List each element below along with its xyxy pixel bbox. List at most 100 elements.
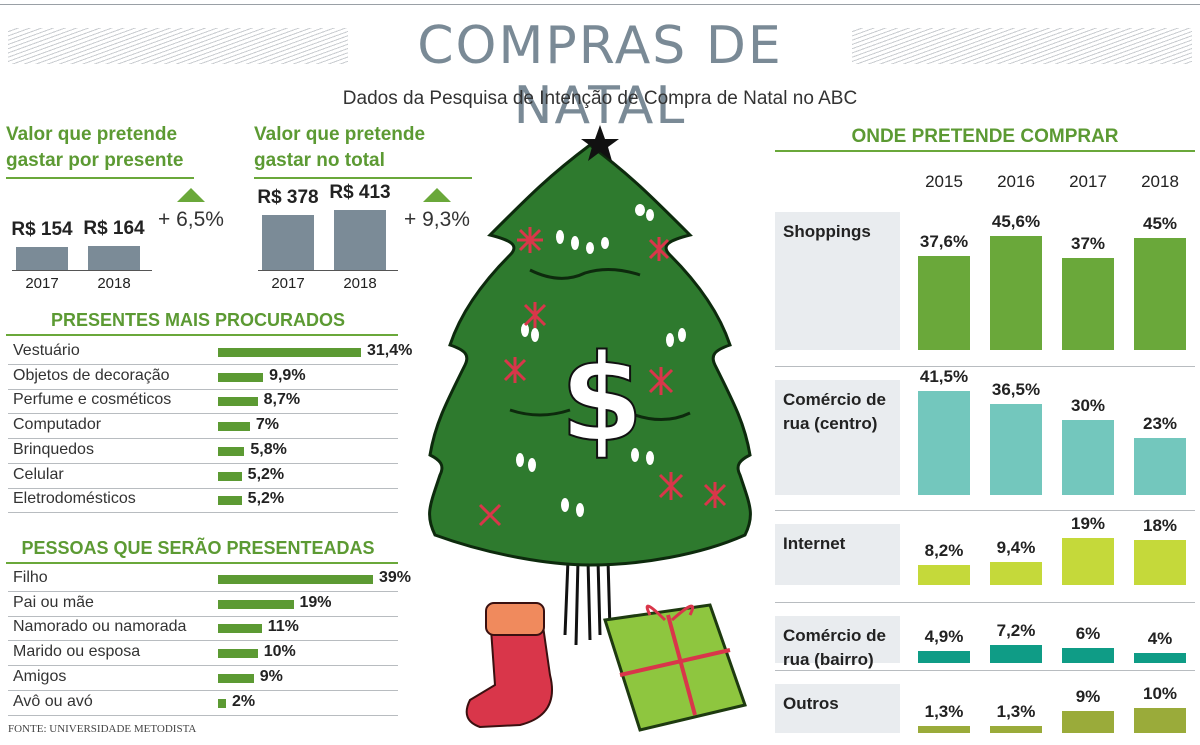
per-gift-title-line1: Valor que pretende — [6, 124, 178, 145]
where-underline — [775, 150, 1195, 152]
bar-value-label: 9% — [1075, 686, 1101, 706]
row-label: Marido ou esposa — [13, 643, 141, 661]
per-gift-title: Valor que pretende gastar por presente — [6, 122, 183, 174]
list-row: Computador 7% — [8, 414, 398, 440]
row-value: 31,4% — [367, 342, 413, 359]
year-header: 2017 — [1069, 172, 1107, 191]
list-row: Marido ou esposa 10% — [8, 641, 398, 667]
bar-shoppings — [1062, 257, 1114, 350]
bar-bairro — [1062, 648, 1114, 663]
gifts-title: PRESENTES MAIS PROCURADOS — [50, 310, 346, 330]
row-bar — [218, 624, 262, 634]
row-value: 5,2% — [247, 490, 285, 508]
tree-snow-dots — [516, 204, 686, 517]
people-underline — [6, 562, 398, 564]
list-row: Eletrodomésticos 5,2% — [8, 488, 398, 514]
bar-bairro — [918, 650, 970, 663]
year-header: 2016 — [997, 172, 1035, 191]
bar-value-label: 8,2% — [924, 540, 964, 560]
bar-shoppings — [990, 236, 1042, 350]
gift-box-icon — [603, 603, 747, 732]
title-hatch-left — [8, 28, 348, 64]
value-label: R$ 154 — [11, 219, 73, 241]
dollar-sign-icon: $ — [560, 330, 644, 469]
category-label: Shoppings — [783, 222, 871, 241]
row-label: Avô ou avó — [13, 692, 93, 710]
year-label: 2018 — [97, 275, 131, 292]
up-arrow-icon — [423, 188, 451, 202]
row-label: Amigos — [13, 667, 67, 685]
title-hatch-right — [852, 28, 1192, 64]
bar-value-label: 19% — [1070, 513, 1106, 533]
row-bar — [218, 496, 242, 506]
row-label: Objetos de decoração — [13, 366, 170, 384]
bar-outros — [1134, 708, 1186, 733]
gifts-underline — [6, 334, 398, 336]
value-bar — [16, 247, 68, 270]
list-row: Objetos de decoração 9,9% — [8, 365, 398, 390]
bar-bairro — [990, 645, 1042, 663]
row-bar — [218, 698, 226, 708]
bar-internet — [990, 561, 1042, 585]
row-label: Eletrodomésticos — [13, 490, 136, 508]
tree-body — [428, 143, 752, 567]
category-box: Comércio de rua (bairro) — [775, 616, 900, 669]
row-bar — [218, 446, 245, 456]
list-row: Celular 5,2% — [8, 464, 398, 489]
bar-bairro — [1134, 653, 1186, 663]
bar-value-label: 7,2% — [996, 621, 1036, 640]
list-row: Avô ou avó 2% — [8, 691, 398, 716]
up-arrow-icon — [177, 188, 205, 202]
row-label: Brinquedos — [13, 440, 94, 458]
row-label: Vestuário — [13, 342, 80, 359]
total-change: + 9,3% — [404, 208, 470, 231]
year-label: 2017 — [25, 275, 59, 292]
row-value: 5,2% — [247, 465, 285, 483]
category-label: Outros — [783, 694, 839, 713]
bar-value-label: 1,3% — [924, 702, 964, 721]
row-bar — [218, 599, 294, 609]
bar-value-label: 4,9% — [924, 626, 964, 646]
row-label: Filho — [13, 569, 48, 586]
bar-value-label: 18% — [1142, 516, 1178, 535]
sock-icon — [465, 602, 553, 729]
bar-value-label: 36,5% — [991, 379, 1041, 399]
list-row: Perfume e cosméticos 8,7% — [8, 389, 398, 415]
per-gift-title-line2: gastar por presente — [6, 150, 184, 171]
value-bar — [88, 246, 140, 270]
row-bar — [218, 397, 258, 407]
bar-value-label: 4% — [1147, 629, 1173, 648]
bar-value-label: 6% — [1075, 624, 1101, 643]
total-underline — [254, 177, 472, 179]
bar-outros — [918, 726, 970, 733]
page-subtitle: Dados da Pesquisa de Intenção de Compra … — [342, 88, 858, 109]
where-title: ONDE PRETENDE COMPRAR — [851, 126, 1119, 147]
bar-internet — [918, 564, 970, 585]
row-bar — [218, 348, 361, 357]
bar-value-label: 37,6% — [919, 232, 969, 251]
section-divider — [775, 602, 1195, 603]
tree-folds — [509, 268, 691, 421]
row-value: 11% — [267, 618, 299, 636]
bar-value-label: 23% — [1142, 413, 1178, 433]
total-title-line2: gastar no total — [254, 150, 385, 171]
row-label: Pai ou mãe — [13, 593, 94, 611]
row-value: 19% — [299, 593, 332, 611]
bar-value-label: 10% — [1142, 684, 1178, 703]
list-row: Namorado ou namorada 11% — [8, 616, 398, 642]
list-row: Pai ou mãe 19% — [8, 592, 398, 617]
page-title: COMPRAS DE NATAL — [417, 16, 783, 136]
row-value: 2% — [231, 692, 256, 710]
row-value: 9% — [259, 667, 283, 685]
row-label: Computador — [13, 416, 102, 434]
bar-shoppings — [1134, 237, 1186, 350]
bar-centro — [990, 403, 1042, 495]
category-label: Internet — [783, 534, 846, 553]
christmas-tree-illustration: $ — [428, 125, 752, 732]
list-row: Filho 39% — [8, 567, 411, 592]
bar-centro — [1134, 437, 1186, 495]
bar-outros — [1062, 710, 1114, 733]
source-note: FONTE: UNIVERSIDADE METODISTA — [8, 723, 197, 735]
list-row: Amigos 9% — [8, 666, 398, 691]
row-bar — [218, 649, 258, 659]
